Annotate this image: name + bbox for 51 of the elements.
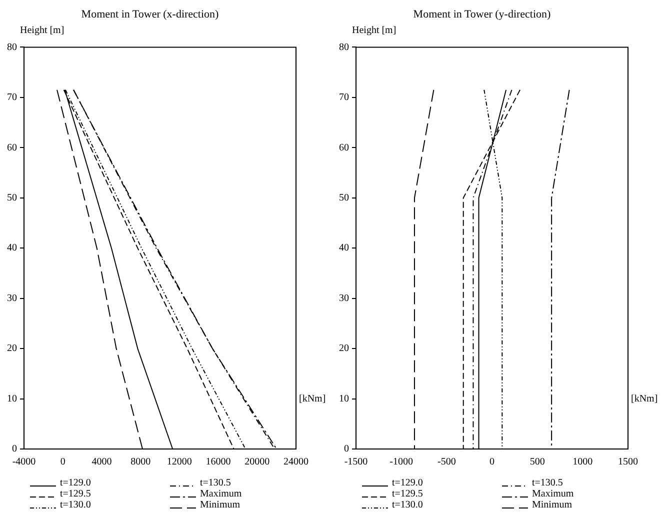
y-tick-label: 20	[339, 343, 349, 354]
x-tick-label: -1500	[344, 456, 368, 468]
y-tick-label: 10	[339, 393, 349, 404]
x-tick-label: 4000	[92, 456, 112, 468]
y-axis-title: Height [m]	[352, 24, 396, 36]
legend-label: Maximum	[200, 488, 242, 500]
x-tick-label: 1000	[572, 456, 593, 468]
y-tick-label: 70	[7, 92, 17, 104]
y-tick-label: 50	[7, 192, 17, 204]
legend-label: t=129.5	[60, 488, 91, 500]
y-tick-label: 30	[7, 292, 17, 304]
x-axis-title: [kNm]	[631, 393, 658, 404]
y-tick-label: 10	[7, 393, 17, 404]
y-tick-label: 40	[7, 242, 17, 254]
chart-title: Moment in Tower (y-direction)	[413, 8, 552, 20]
legend-label: t=130.0	[392, 500, 423, 511]
y-tick-label: 0	[12, 444, 17, 455]
legend-label: t=130.0	[60, 500, 91, 511]
legend-label: t=129.0	[60, 478, 91, 489]
y-tick-label: 50	[339, 192, 349, 204]
x-tick-label: 24000	[284, 456, 308, 468]
x-tick-label: 12000	[166, 456, 192, 468]
legend-label: t=130.5	[200, 478, 231, 489]
legend-label: Minimum	[200, 500, 240, 511]
x-tick-label: 0	[490, 456, 494, 468]
x-tick-label: 20000	[244, 456, 270, 468]
legend-label: t=129.0	[392, 478, 423, 489]
x-axis-title: [kNm]	[299, 393, 326, 404]
y-tick-label: 0	[344, 444, 349, 455]
x-tick-label: -500	[437, 456, 456, 468]
x-tick-label: 16000	[206, 456, 231, 468]
y-tick-label: 40	[339, 242, 349, 254]
chart-title: Moment in Tower (x-direction)	[81, 8, 220, 20]
legend-label: Minimum	[532, 500, 572, 511]
y-axis-title: Height [m]	[20, 24, 64, 36]
y-tick-label: 80	[7, 42, 17, 53]
y-tick-label: 80	[339, 42, 349, 53]
legend-label: t=129.5	[392, 488, 423, 500]
y-tick-label: 60	[7, 142, 17, 154]
x-tick-label: 1500	[618, 456, 638, 468]
legend-label: Maximum	[532, 488, 574, 500]
y-tick-label: 20	[7, 343, 17, 354]
x-tick-label: 8000	[130, 456, 151, 468]
y-tick-label: 70	[339, 92, 349, 104]
x-tick-label: -1000	[390, 456, 414, 468]
x-tick-label: 0	[60, 456, 66, 468]
x-tick-label: 500	[530, 456, 545, 468]
y-tick-label: 60	[339, 142, 349, 154]
y-tick-label: 30	[339, 292, 349, 304]
legend-label: t=130.5	[532, 478, 563, 489]
x-tick-label: -4000	[12, 456, 36, 468]
